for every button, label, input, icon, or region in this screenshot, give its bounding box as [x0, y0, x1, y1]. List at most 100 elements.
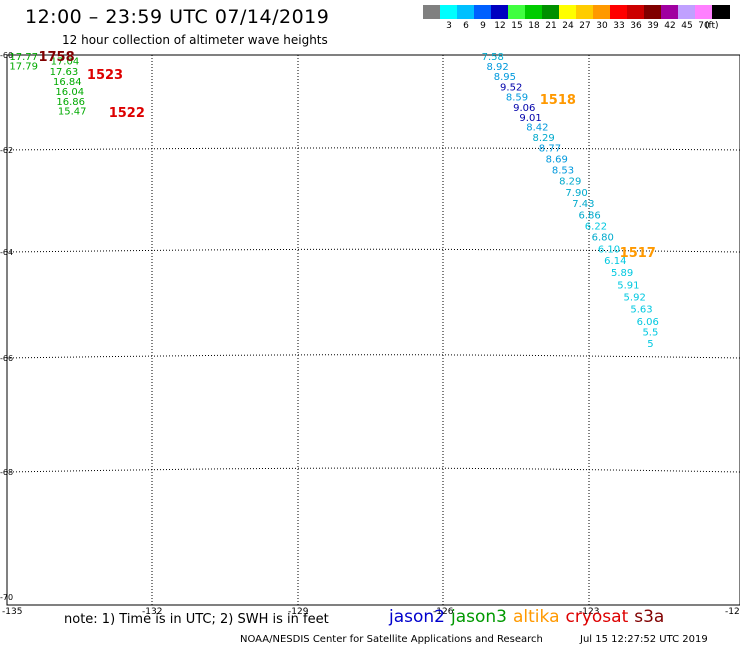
wave-height-label: 8.77 [539, 144, 561, 155]
longitude-tick-label: -129 [288, 607, 309, 617]
parallel-line [6, 248, 740, 253]
scale-swatch [695, 5, 713, 19]
map-frame [6, 54, 740, 606]
wave-height-label: 17.63 [50, 67, 79, 78]
scale-swatch [559, 5, 577, 19]
scale-swatch [678, 5, 696, 19]
scale-swatch [491, 5, 509, 19]
scale-tick-label: 18 [528, 21, 540, 31]
latitude-labels: -60 -62 -64 -66 -68 -70 [0, 51, 13, 602]
wave-height-label: 5.91 [617, 280, 639, 291]
scale-tick-label: 36 [630, 21, 642, 31]
wave-height-label: 6.10 [598, 244, 620, 255]
latitude-tick-label: -64 [0, 248, 13, 257]
wave-height-label: 8.69 [546, 155, 568, 166]
wave-height-label: 16.86 [56, 97, 85, 108]
latitude-tick-label: -70 [0, 593, 13, 602]
scale-tick-label: 6 [463, 21, 469, 31]
latitude-tick-label: -62 [0, 146, 13, 155]
scale-unit: (ft) [705, 21, 719, 31]
pass-time-label: 1518 [540, 93, 576, 108]
wave-height-label: 7.43 [572, 199, 594, 210]
wave-height-label: 8.59 [506, 92, 528, 103]
wave-height-label: 17.77 [9, 52, 38, 63]
footer-note: note: 1) Time is in UTC; 2) SWH is in fe… [64, 612, 329, 627]
wave-height-label: 8.29 [559, 177, 581, 188]
wave-height-label: 17.04 [51, 57, 80, 68]
scale-swatch [593, 5, 611, 19]
wave-height-label: 17.79 [9, 61, 38, 72]
scale-swatch [508, 5, 526, 19]
legend-entry-jason3: jason3 [451, 607, 507, 627]
scale-swatch [627, 5, 645, 19]
credit-line: NOAA/NESDIS Center for Satellite Applica… [240, 634, 543, 645]
pass-time-label: 1522 [109, 106, 145, 121]
scale-swatch [440, 5, 458, 19]
parallel-line [6, 354, 740, 359]
longitude-tick-label: -135 [2, 607, 22, 617]
longitude-tick-label: -126 [433, 607, 454, 617]
scale-tick-label: 70 [698, 21, 710, 31]
wave-height-label: 5 [647, 339, 653, 350]
wave-height-label: 5.5 [642, 328, 658, 339]
legend-entry-s3a: s3a [634, 607, 665, 627]
scale-tick-label: 9 [480, 21, 486, 31]
longitude-labels: -135 -132 -129 -126 -123 -124 [2, 607, 740, 617]
wave-height-label: 9.01 [519, 113, 541, 124]
legend-entry-cryosat: cryosat [565, 607, 629, 627]
parallel-line [6, 467, 740, 473]
scale-tick-label: 3 [446, 21, 452, 31]
scale-swatch [576, 5, 594, 19]
wave-height-label: 7.90 [565, 188, 587, 199]
scale-tick-label: 15 [511, 21, 523, 31]
longitude-tick-label: -123 [579, 607, 599, 617]
wave-height-label: 6.22 [585, 221, 607, 232]
wave-height-label: 16.84 [53, 77, 82, 88]
scale-tick-label: 42 [664, 21, 676, 31]
wave-height-label: 9.52 [500, 82, 522, 93]
latitude-tick-label: -60 [0, 51, 13, 60]
scale-swatch [661, 5, 679, 19]
wave-height-label: 9.06 [513, 103, 535, 114]
legend-entry-altika: altika [513, 607, 560, 627]
wave-height-label: 5.92 [624, 293, 646, 304]
scale-tick-label: 30 [596, 21, 608, 31]
scale-tick-label: 24 [562, 21, 574, 31]
scale-tick-label: 33 [613, 21, 625, 31]
wave-height-label: 8.29 [533, 133, 555, 144]
scale-swatch [525, 5, 543, 19]
map-subtitle: 12 hour collection of altimeter wave hei… [62, 33, 328, 47]
map-title: 12:00 – 23:59 UTC 07/14/2019 [25, 6, 330, 28]
graticule [6, 55, 740, 605]
longitude-tick-label: -124 [725, 607, 740, 617]
scale-swatch [423, 5, 441, 19]
satellite-legend: jason2 jason3 altika cryosat s3a [389, 607, 670, 627]
latitude-tick-label: -66 [0, 354, 13, 363]
wave-height-label: 6.86 [579, 210, 601, 221]
scale-swatch [457, 5, 475, 19]
longitude-tick-label: -132 [142, 607, 162, 617]
pass-time-label: 1758 [38, 50, 74, 65]
generated-timestamp: Jul 15 12:27:52 UTC 2019 [580, 634, 708, 645]
wave-height-label: 8.95 [494, 72, 516, 83]
wave-height-label: 8.42 [526, 123, 548, 134]
scale-swatch [542, 5, 560, 19]
wave-height-label: 8.92 [486, 62, 508, 73]
wave-height-label: 6.14 [604, 256, 626, 267]
wave-height-label: 15.47 [58, 107, 87, 118]
scale-swatch [610, 5, 628, 19]
wave-height-label: 6.06 [637, 317, 659, 328]
latitude-tick-label: -68 [0, 468, 13, 477]
pass-time-label: 1523 [87, 68, 123, 83]
wave-height-label: 5.63 [630, 305, 652, 316]
wave-height-label: 8.53 [552, 165, 574, 176]
scale-tick-label: 21 [545, 21, 557, 31]
wave-height-label: 6.80 [592, 233, 614, 244]
pass-labels: 1758 1523 1522 1518 1517 [38, 50, 655, 261]
scale-tick-label: 45 [681, 21, 693, 31]
wave-height-label: 7.58 [482, 52, 504, 63]
pass-time-label: 1517 [620, 246, 656, 261]
